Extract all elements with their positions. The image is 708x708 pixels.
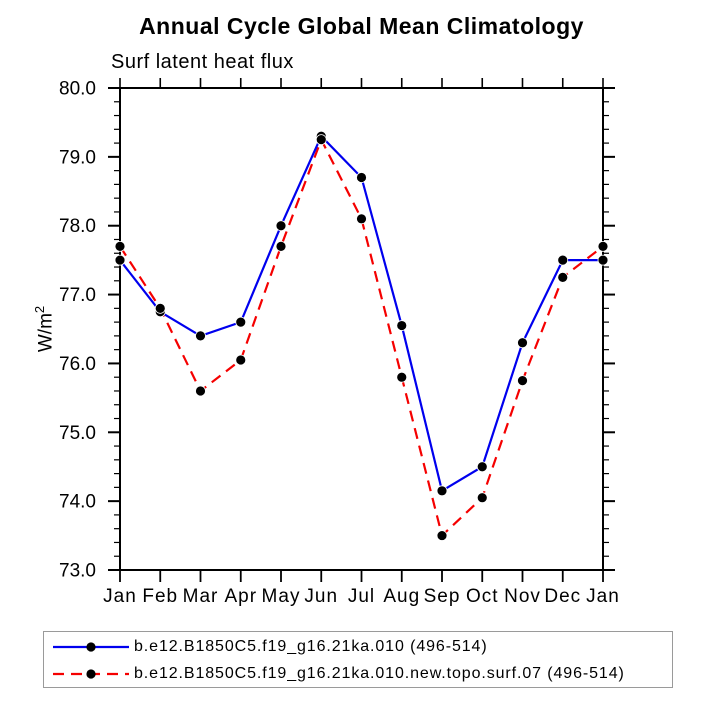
x-tick-label: Apr bbox=[224, 586, 257, 607]
chart-canvas: Jan Feb Mar Apr May Jun Jul Aug Sep Oct Nov Dec Jan8… bbox=[59, 78, 620, 607]
y-tick-label: 78.0 bbox=[59, 216, 96, 237]
y-axis-minor-ticks bbox=[114, 101, 609, 557]
x-tick-label: May bbox=[262, 586, 301, 607]
y-tick-label: 77.0 bbox=[59, 285, 96, 306]
chart-subtitle: Surf latent heat flux bbox=[111, 51, 294, 73]
y-axis-labels: 80.0 79.0 78.0 77.0 76.0 75.0 74.0 73.0 bbox=[59, 79, 96, 582]
legend-label-1: b.e12.B1850C5.f19_g16.21ka.010 (496-514) bbox=[134, 637, 488, 655]
x-tick-label: Nov bbox=[504, 586, 541, 607]
x-axis-labels: Jan Feb Mar Apr May Jun Jul Aug Sep Oct Nov Dec Jan bbox=[103, 586, 620, 607]
legend-box: b.e12.B1850C5.f19_g16.21ka.010 (496-514)… bbox=[43, 631, 673, 688]
legend-label-2: b.e12.B1850C5.f19_g16.21ka.010.new.topo.… bbox=[134, 664, 625, 682]
series-markers-2 bbox=[114, 134, 609, 541]
x-tick-label: Jan bbox=[586, 586, 620, 607]
plot-frame bbox=[119, 87, 604, 571]
x-tick-label: Jul bbox=[348, 586, 375, 607]
x-tick-label: Oct bbox=[466, 586, 499, 607]
chart-title: Annual Cycle Global Mean Climatology bbox=[139, 13, 584, 39]
y-tick-label: 80.0 bbox=[59, 79, 96, 100]
series-markers-1 bbox=[114, 130, 609, 497]
legend-item-1: b.e12.B1850C5.f19_g16.21ka.010 (496-514) bbox=[44, 633, 672, 660]
series-line-2 bbox=[119, 136, 604, 538]
x-tick-label: Aug bbox=[383, 586, 420, 607]
y-axis-ticks bbox=[108, 87, 615, 571]
x-tick-label: Jun bbox=[304, 586, 338, 607]
y-tick-label: 79.0 bbox=[59, 147, 96, 168]
series-line-1 bbox=[119, 134, 603, 493]
legend-line-sample-2 bbox=[53, 668, 129, 679]
x-tick-label: Dec bbox=[544, 586, 581, 607]
y-tick-label: 73.0 bbox=[59, 561, 96, 582]
y-tick-label: 75.0 bbox=[59, 423, 96, 444]
legend-item-2: b.e12.B1850C5.f19_g16.21ka.010.new.topo.… bbox=[44, 660, 672, 687]
x-tick-label: Mar bbox=[183, 586, 219, 607]
x-tick-label: Jan bbox=[103, 586, 137, 607]
legend-line-sample-1 bbox=[53, 641, 129, 652]
y-tick-label: 74.0 bbox=[59, 492, 96, 513]
x-axis-ticks bbox=[119, 78, 604, 582]
x-tick-label: Sep bbox=[424, 586, 461, 607]
y-tick-label: 76.0 bbox=[59, 354, 96, 375]
x-tick-label: Feb bbox=[142, 586, 178, 607]
